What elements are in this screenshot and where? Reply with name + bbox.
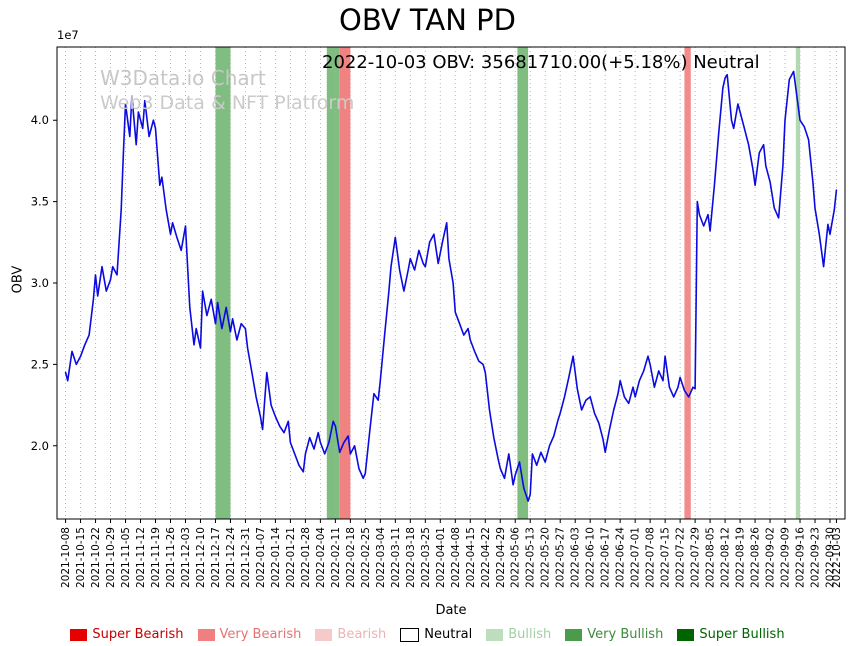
- legend: Super Bearish Very Bearish Bearish Neutr…: [0, 627, 855, 642]
- x-tick-label: 2021-12-03: [180, 527, 192, 588]
- signal-band-bullish: [795, 47, 801, 519]
- bullish-swatch-icon: [486, 628, 504, 641]
- legend-item-bullish: Bullish: [486, 627, 551, 642]
- x-tick-label: 2022-06-10: [585, 527, 597, 588]
- x-tick-label: 2022-07-08: [645, 527, 657, 588]
- legend-item-very-bearish: Very Bearish: [197, 627, 302, 642]
- very-bullish-swatch-icon: [565, 628, 583, 641]
- x-tick-label: 2022-03-04: [375, 527, 387, 588]
- x-tick-label: 2021-10-08: [60, 527, 72, 588]
- x-tick-label: 2022-01-28: [300, 527, 312, 588]
- x-tick-label: 2021-11-05: [120, 527, 132, 588]
- x-tick-label: 2022-04-08: [450, 527, 462, 588]
- x-tick-label: 2021-12-17: [210, 527, 222, 588]
- x-tick-label: 2022-06-24: [615, 527, 627, 588]
- x-tick-label: 2022-07-01: [630, 527, 642, 588]
- y-tick-label: 4.0: [31, 113, 49, 127]
- x-tick-label: 2022-08-12: [720, 527, 732, 588]
- x-tick-label: 2022-04-15: [465, 527, 477, 588]
- y-offset-label: 1e7: [57, 28, 79, 42]
- x-tick-label: 2022-04-22: [480, 527, 492, 588]
- legend-label: Very Bearish: [219, 627, 302, 642]
- x-tick-label: 2022-07-22: [675, 527, 687, 588]
- x-tick-label: 2022-02-25: [360, 527, 372, 588]
- x-tick-label: 2022-05-27: [555, 527, 567, 588]
- signal-band-very-bullish: [517, 47, 529, 519]
- x-tick-label: 2022-06-03: [570, 527, 582, 588]
- x-tick-label: 2022-02-18: [345, 527, 357, 588]
- x-tick-label: 2022-09-23: [810, 527, 822, 588]
- x-tick-label: 2022-09-09: [780, 527, 792, 588]
- legend-label: Bullish: [508, 627, 552, 642]
- legend-label: Neutral: [424, 627, 473, 642]
- x-tick-label: 2021-11-26: [165, 527, 177, 588]
- x-tick-label: 2022-05-06: [510, 527, 522, 588]
- signal-band-very-bearish: [684, 47, 691, 519]
- x-tick-label: 2022-08-05: [705, 527, 717, 588]
- legend-item-neutral: Neutral: [400, 627, 472, 642]
- y-tick-label: 2.0: [31, 439, 49, 453]
- x-tick-label: 2021-11-12: [135, 527, 147, 588]
- obv-line: [64, 70, 838, 502]
- x-tick-label: 2022-02-11: [330, 527, 342, 588]
- x-tick-label: 2021-10-22: [90, 527, 102, 588]
- signal-band-very-bearish: [339, 47, 351, 519]
- super-bullish-swatch-icon: [677, 628, 695, 641]
- legend-label: Super Bullish: [699, 627, 785, 642]
- x-tick-label: 2021-10-29: [105, 527, 117, 588]
- x-axis-label: Date: [435, 603, 467, 618]
- x-tick-label: 2022-01-07: [255, 527, 267, 588]
- super-bearish-swatch-icon: [70, 628, 88, 641]
- x-tick-label: 2021-11-19: [150, 527, 162, 588]
- signal-band-very-bullish: [215, 47, 231, 519]
- legend-item-super-bullish: Super Bullish: [677, 627, 785, 642]
- x-tick-label: 2022-03-18: [405, 527, 417, 588]
- x-tick-label: 2022-09-16: [795, 527, 807, 588]
- x-tick-label: 2021-12-24: [225, 527, 237, 588]
- legend-item-bearish: Bearish: [315, 627, 386, 642]
- neutral-swatch-icon: [400, 627, 420, 642]
- y-tick-label: 3.5: [31, 195, 49, 209]
- latest-value-annotation: 2022-10-03 OBV: 35681710.00(+5.18%) Neut…: [322, 52, 760, 73]
- legend-label: Bearish: [337, 627, 387, 642]
- x-tick-label: 2022-08-26: [750, 527, 762, 588]
- x-tick-label: 2022-04-29: [495, 527, 507, 588]
- x-tick-label: 2021-10-15: [75, 527, 87, 588]
- y-tick-label: 2.5: [31, 357, 49, 371]
- x-tick-label: 2021-12-10: [195, 527, 207, 588]
- x-tick-label: 2022-09-02: [765, 527, 777, 588]
- watermark-line1: W3Data.io Chart: [100, 66, 266, 90]
- x-tick-label: 2022-02-04: [315, 527, 327, 588]
- y-axis-label: OBV: [10, 265, 26, 294]
- x-tick-label: 2022-05-13: [525, 527, 537, 588]
- x-tick-label: 2022-08-19: [735, 527, 747, 588]
- x-tick-label: 2022-01-21: [285, 527, 297, 588]
- plot-frame: [56, 46, 846, 520]
- legend-item-super-bearish: Super Bearish: [70, 627, 184, 642]
- x-tick-label: 2022-07-29: [690, 527, 702, 588]
- x-tick-label: 2022-10-03: [831, 527, 843, 588]
- bearish-swatch-icon: [315, 628, 333, 641]
- x-tick-label: 2022-04-01: [435, 527, 447, 588]
- x-tick-label: 2022-03-11: [390, 527, 402, 588]
- very-bearish-swatch-icon: [197, 628, 215, 641]
- y-tick-label: 3.0: [31, 276, 49, 290]
- legend-label: Super Bearish: [92, 627, 184, 642]
- x-tick-label: 2022-01-14: [270, 527, 282, 588]
- x-tick-label: 2022-03-25: [420, 527, 432, 588]
- x-tick-label: 2022-06-17: [600, 527, 612, 588]
- x-tick-label: 2021-12-31: [240, 527, 252, 588]
- x-tick-label: 2022-05-20: [540, 527, 552, 588]
- signal-band-very-bullish: [326, 47, 340, 519]
- watermark-line2: Web3 Data & NFT Platform: [100, 92, 355, 114]
- x-tick-label: 2022-09-30: [825, 527, 837, 588]
- legend-label: Very Bullish: [587, 627, 664, 642]
- legend-item-very-bullish: Very Bullish: [565, 627, 663, 642]
- x-tick-label: 2022-07-15: [660, 527, 672, 588]
- chart-title: OBV TAN PD: [339, 3, 516, 37]
